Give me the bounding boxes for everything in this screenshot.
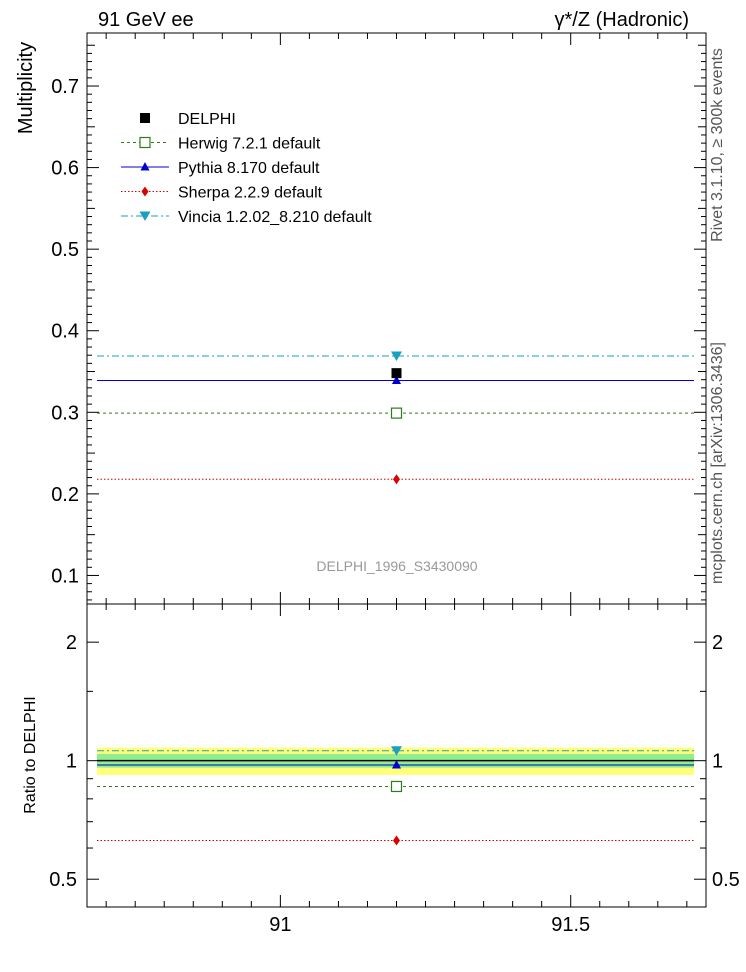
x-tick-labels: 91 91.5 [269, 914, 590, 936]
ratio-y-tick-label-right: 1 [712, 751, 723, 773]
main-y-tick-label: 0.1 [51, 565, 79, 587]
ratio-marker-vincia [391, 746, 402, 756]
plot-title-right: γ*/Z (Hadronic) [555, 9, 689, 31]
main-ticks: 0.1 0.2 0.3 0.4 0.5 0.6 0.7 [51, 33, 706, 604]
ratio-ticks: 0.5 0.5 1 1 2 2 [49, 603, 740, 907]
ratio-y-tick-label: 0.5 [49, 869, 77, 891]
legend-marker-delphi [140, 113, 150, 123]
ratio-marker-sherpa [393, 835, 400, 846]
main-panel: 0.1 0.2 0.3 0.4 0.5 0.6 0.7 [51, 32, 707, 605]
ratio-frame [86, 603, 707, 908]
ratio-y-tick-label-right: 0.5 [712, 869, 740, 891]
main-y-axis-label: Multiplicity [15, 42, 37, 134]
ratio-marker-pythia [392, 760, 401, 769]
mc-marker-vincia [391, 351, 402, 362]
ratio-marker-herwig [390, 780, 403, 793]
ratio-series [97, 746, 694, 846]
mcplots-label: mcplots.cern.ch [arXiv:1306.3436] [709, 342, 726, 584]
main-series [97, 351, 694, 485]
analysis-watermark: DELPHI_1996_S3430090 [316, 558, 477, 574]
x-tick-label: 91 [269, 914, 291, 936]
ratio-panel: 0.5 0.5 1 1 2 2 [49, 603, 740, 908]
legend-entry-label: Sherpa 2.2.9 default [178, 185, 323, 202]
x-tick-label: 91.5 [551, 914, 590, 936]
delphi-data-point [391, 368, 402, 379]
mc-marker-herwig [390, 407, 403, 419]
mc-marker-pythia [392, 375, 401, 384]
ratio-y-tick-label-right: 2 [712, 632, 723, 654]
ratio-y-axis-label: Ratio to DELPHI [22, 696, 39, 813]
ratio-y-tick-label: 1 [66, 751, 77, 773]
legend-entry-label: DELPHI [178, 111, 236, 128]
main-y-tick-label: 0.6 [51, 158, 79, 180]
rivet-label: Rivet 3.1.10, ≥ 300k events [709, 48, 726, 242]
legend-marker [141, 186, 149, 197]
mc-marker-sherpa [393, 474, 400, 485]
legend-entry-label: Pythia 8.170 default [178, 160, 320, 177]
legend: DELPHI Herwig 7.2.1 default Pythia 8.170 d… [121, 111, 372, 226]
main-y-tick-label: 0.3 [51, 402, 79, 424]
main-y-tick-label: 0.7 [51, 76, 79, 98]
ratio-y-tick-label: 2 [66, 632, 77, 654]
main-y-tick-label: 0.2 [51, 484, 79, 506]
legend-marker [139, 136, 151, 149]
legend-entry-label: Vincia 1.2.02_8.210 default [178, 209, 372, 226]
legend-entry-label: Herwig 7.2.1 default [178, 136, 321, 153]
legend-marker [139, 211, 151, 221]
legend-marker [140, 162, 150, 171]
main-y-tick-label: 0.4 [51, 321, 79, 343]
main-y-tick-label: 0.5 [51, 239, 79, 261]
plot-title-left: 91 GeV ee [98, 9, 194, 31]
